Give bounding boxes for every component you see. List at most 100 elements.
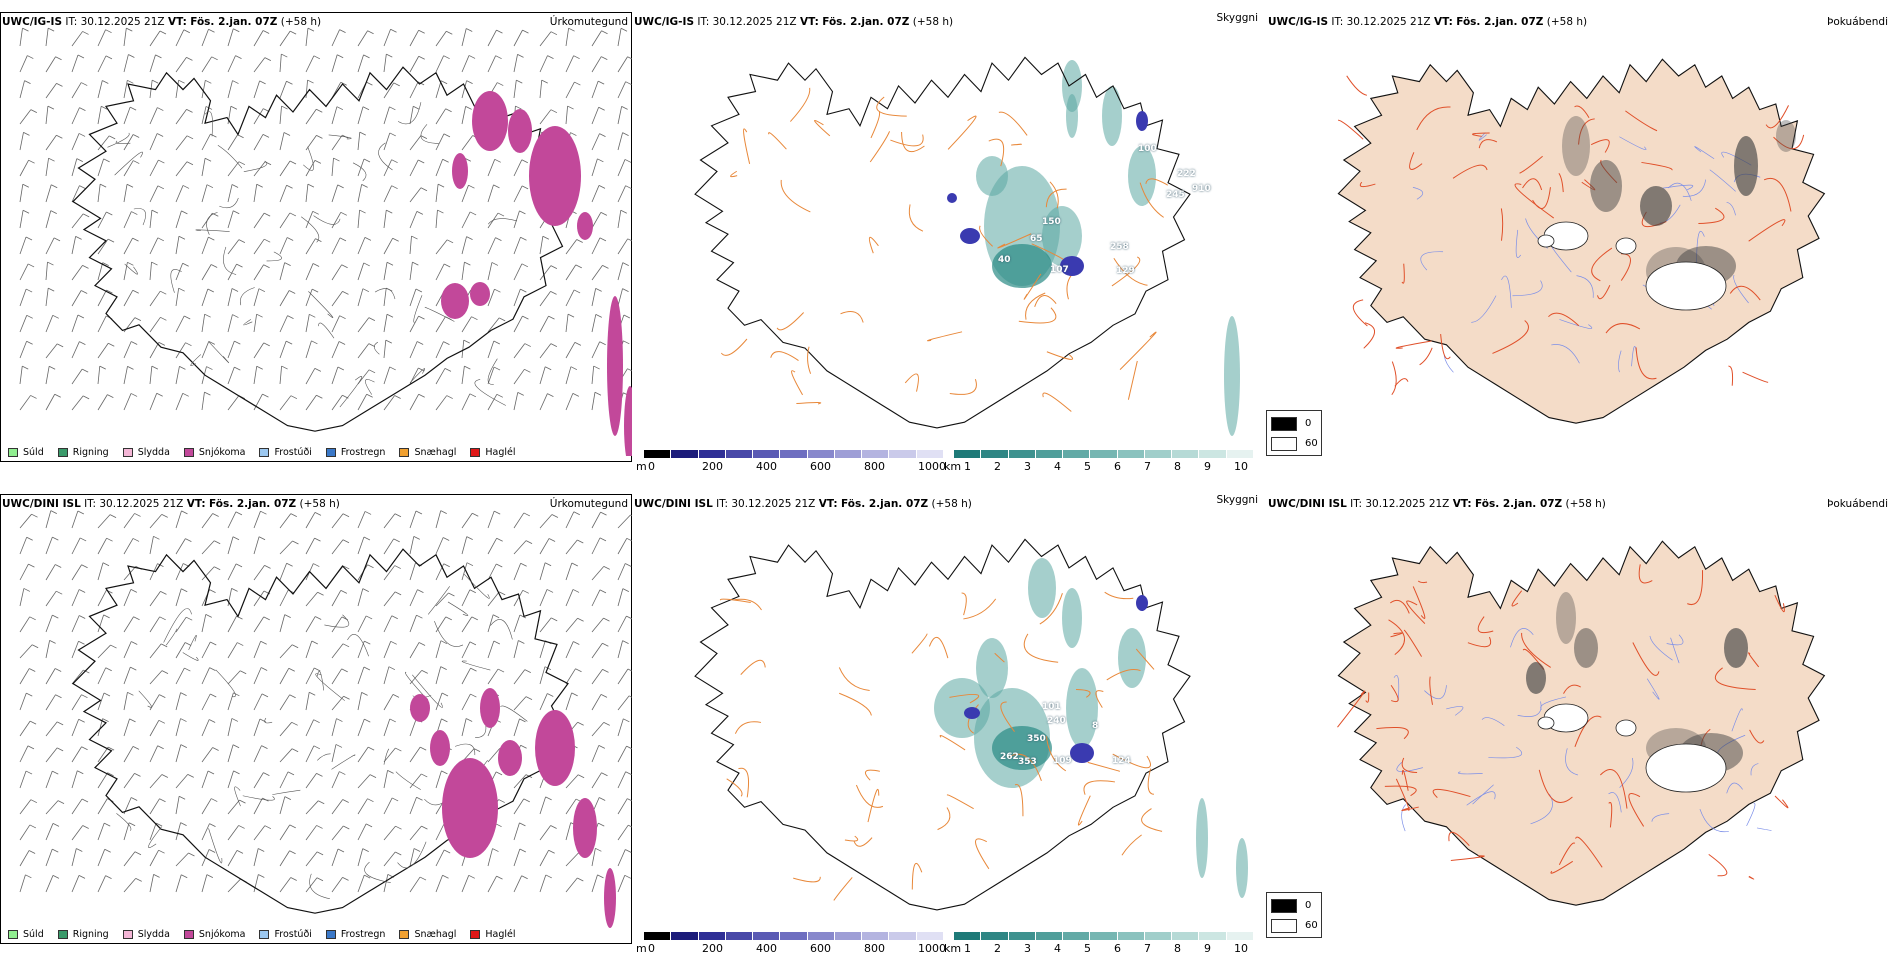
wind-barb — [565, 55, 574, 73]
wind-barb — [591, 566, 605, 581]
wind-barb — [19, 513, 32, 529]
wind-barb-flag — [368, 317, 376, 322]
wind-barb-flag — [56, 747, 64, 752]
valid-time: Fös. 2.jan. 07Z — [840, 498, 929, 510]
wind-barb — [591, 643, 603, 659]
road-line — [317, 753, 331, 761]
visibility-areas — [976, 60, 1240, 436]
cloud-height-colorbar: m 0 200 400 600 800 1000 — [636, 932, 946, 956]
road-line — [1548, 312, 1580, 327]
wind-barb-flag — [545, 366, 552, 371]
river-line — [1750, 763, 1759, 776]
wind-barb-flag — [524, 669, 531, 673]
wind-barb-flag — [416, 796, 423, 801]
wind-barb — [279, 395, 292, 411]
wind-barb — [539, 796, 546, 815]
wind-barb — [97, 342, 109, 359]
wind-barb-flag — [156, 133, 164, 137]
wind-barb-flag — [79, 537, 87, 542]
road-line — [215, 669, 236, 698]
precip-legend-label: Haglél — [485, 929, 516, 940]
wind-barb-flag — [339, 315, 346, 320]
wind-barb-flag — [443, 341, 450, 345]
wind-barb — [149, 591, 161, 607]
wind-barb-flag — [258, 874, 265, 878]
wind-barb — [45, 564, 56, 581]
wind-barb — [279, 824, 291, 841]
wind-barb-flag — [52, 536, 59, 541]
wind-barb — [253, 238, 265, 255]
model-name: UWC/IG-IS — [2, 16, 63, 28]
wind-barb — [461, 55, 470, 73]
road-line — [864, 769, 880, 781]
wind-barb — [383, 538, 395, 555]
wind-barb-flag — [132, 538, 140, 542]
wind-barb-flag — [341, 668, 348, 673]
colorbar-tick-label: 1 — [964, 942, 971, 955]
wind-barb — [513, 590, 524, 607]
wind-barb-flag — [364, 237, 372, 241]
road-line — [1748, 652, 1760, 668]
wind-barb-flag — [363, 536, 371, 541]
wind-barb-flag — [364, 640, 371, 645]
model-name: UWC/IG-IS — [1268, 16, 1329, 28]
wind-barb-flag — [365, 823, 373, 828]
wind-barb — [201, 823, 210, 841]
wind-barb-flag — [550, 109, 558, 114]
wind-barb-flag — [343, 825, 350, 830]
road-line — [1412, 586, 1426, 619]
road-line — [347, 634, 369, 657]
wind-barb — [591, 366, 595, 385]
wind-barb-flag — [575, 668, 582, 673]
lead-time: (+58 h) — [280, 16, 322, 28]
wind-barb — [201, 106, 207, 125]
roads-lines — [1337, 564, 1789, 880]
river-line — [1457, 771, 1483, 775]
wind-barb — [97, 238, 109, 255]
wind-barb — [617, 538, 628, 555]
wind-barb-flag — [594, 391, 602, 396]
visibility-area — [1196, 798, 1208, 878]
precip-legend-swatch — [57, 930, 68, 939]
precip-legend-swatch — [259, 930, 270, 939]
wind-barb — [123, 589, 132, 607]
wind-barb-flag — [361, 692, 368, 696]
wind-barb — [97, 798, 108, 815]
colorbar-segment — [889, 450, 917, 458]
river-line — [1559, 319, 1593, 329]
wind-barb — [409, 773, 422, 789]
wind-barb — [565, 822, 572, 841]
wind-barb-flag — [411, 235, 418, 240]
wind-barb-flag — [159, 30, 167, 35]
wind-barb — [591, 265, 603, 281]
colorbar-tick-label: 600 — [810, 460, 831, 473]
wind-barb-flag — [367, 798, 374, 803]
wind-barb — [201, 56, 212, 73]
wind-barb — [331, 395, 343, 411]
road-line — [1042, 392, 1072, 412]
wind-barb — [409, 30, 420, 47]
wind-barb — [591, 80, 599, 99]
wind-barb — [435, 616, 447, 633]
wind-barb-flag — [233, 692, 240, 697]
wind-barb — [435, 537, 444, 555]
precip-legend-label: Frostregn — [340, 447, 386, 458]
wind-barb — [123, 106, 131, 125]
wind-barb — [149, 237, 159, 255]
panel-header: UWC/IG-IS IT: 30.12.2025 21Z VT: Fös. 2.… — [1268, 16, 1587, 28]
wind-barb — [331, 212, 342, 229]
valid-time-label: VT: — [1433, 16, 1453, 28]
wind-barb — [253, 342, 265, 359]
wind-barb — [539, 514, 553, 529]
colorbar-tick-label: 3 — [1024, 460, 1031, 473]
precip-legend-item: Snæhagl — [399, 929, 456, 940]
precip-panel-title: Úrkomutegund — [549, 498, 628, 510]
wind-barb-flag — [81, 694, 88, 699]
visibility-area — [1062, 588, 1082, 648]
precip-legend-label: Frostúði — [274, 929, 312, 940]
wind-barb — [461, 875, 470, 893]
wind-barb — [305, 640, 313, 659]
colorbar-segment — [671, 450, 699, 458]
wind-barb-flag — [159, 616, 166, 621]
road-line — [1478, 139, 1498, 149]
